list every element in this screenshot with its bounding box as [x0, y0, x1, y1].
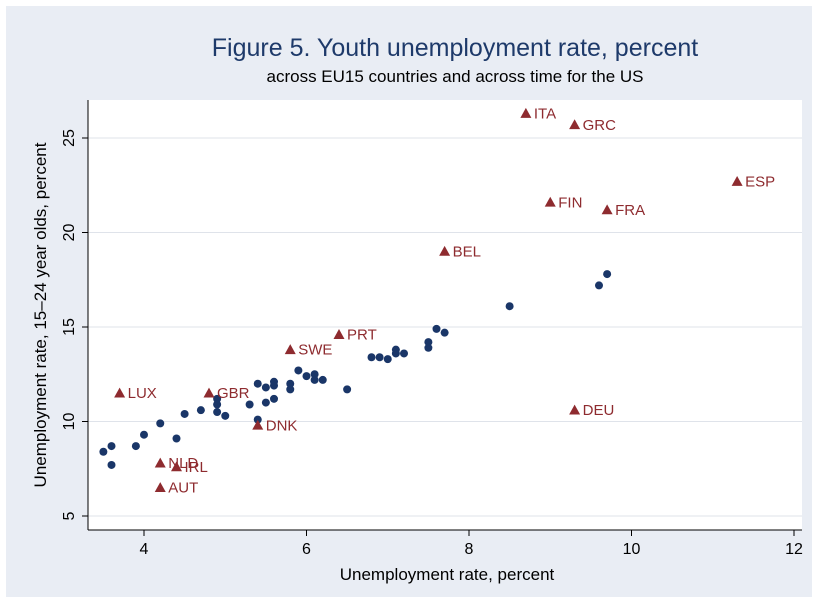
us-data-point: [180, 409, 189, 418]
country-label: GRC: [583, 117, 617, 134]
country-data-point: [439, 245, 451, 256]
country-data-point: [114, 387, 126, 398]
country-data-point: [284, 344, 296, 355]
country-data-point: [601, 204, 613, 215]
us-data-point: [213, 400, 222, 409]
us-data-point: [221, 411, 230, 420]
country-data-point: [252, 419, 264, 430]
us-data-point: [505, 302, 514, 311]
y-tick-label: 20: [61, 224, 78, 242]
country-label: IRL: [185, 459, 208, 476]
x-axis-label: Unemployment rate, percent: [340, 565, 555, 584]
us-data-point: [107, 460, 116, 469]
country-data-point: [520, 107, 532, 118]
us-data-point: [253, 379, 262, 388]
us-data-point: [196, 406, 205, 415]
y-tick-label: 5: [61, 511, 78, 520]
x-tick-label: 6: [302, 541, 311, 558]
country-label: GBR: [217, 385, 250, 402]
us-data-point: [261, 398, 270, 407]
us-data-point: [213, 408, 222, 417]
plot-area: [88, 100, 802, 530]
axes: 5 10 15 20 25 4 6 8 10 12: [61, 100, 803, 558]
us-data-point: [343, 385, 352, 394]
us-data-point: [294, 366, 303, 375]
country-data-point: [544, 196, 556, 207]
gridlines: [88, 137, 802, 517]
us-data-point: [400, 349, 408, 358]
us-data-point: [213, 394, 222, 403]
us-data-point: [270, 394, 278, 403]
y-tick-label: 25: [61, 129, 78, 147]
us-data-point: [286, 385, 295, 394]
chart-subtitle: across EU15 countries and across time fo…: [267, 67, 644, 86]
us-data-point: [270, 381, 278, 390]
country-label: SWE: [298, 342, 332, 359]
country-label: DEU: [583, 402, 615, 419]
us-data-point: [383, 355, 392, 364]
chart-title: Figure 5. Youth unemployment rate, perce…: [212, 34, 698, 62]
country-label: LUX: [128, 385, 157, 402]
x-tick-label: 4: [140, 541, 149, 558]
us-data-point: [302, 372, 311, 381]
us-data-point: [375, 353, 384, 362]
x-tick-label: 8: [465, 541, 474, 558]
us-data-point: [140, 430, 148, 439]
country-label: ESP: [745, 173, 775, 190]
data-points: [99, 107, 743, 493]
us-data-point: [99, 447, 108, 456]
us-data-point: [261, 383, 270, 392]
country-data-point: [569, 404, 581, 415]
point-labels: ITA GRC ESP FIN FRA BEL PRT SWE LUX GBR DEU DNK NLDI…: [128, 105, 776, 496]
us-data-point: [253, 415, 262, 424]
us-data-point: [318, 375, 327, 384]
y-tick-label: 15: [61, 318, 78, 336]
country-label: PRT: [347, 327, 377, 344]
country-data-point: [731, 175, 743, 186]
us-data-point: [286, 379, 295, 388]
country-label: FRA: [615, 202, 645, 219]
country-data-point: [203, 387, 215, 398]
country-label: BEL: [453, 243, 481, 260]
us-data-point: [172, 434, 181, 443]
us-data-point: [391, 349, 400, 358]
country-label: ITA: [534, 105, 556, 122]
us-data-point: [603, 270, 612, 279]
country-label: NLD: [168, 455, 198, 472]
us-data-point: [424, 338, 433, 347]
us-data-point: [367, 353, 376, 362]
us-data-point: [440, 328, 449, 337]
us-data-point: [432, 324, 441, 333]
country-data-point: [154, 457, 166, 468]
country-data-point: [171, 461, 182, 472]
country-data-point: [569, 119, 581, 130]
us-data-point: [310, 370, 319, 379]
country-data-point: [333, 329, 345, 339]
y-tick-label: 10: [61, 413, 78, 431]
us-data-point: [310, 375, 319, 384]
us-data-point: [424, 343, 433, 352]
y-axis-label: Unemployment rate, 15–24 year olds, perc…: [31, 142, 50, 487]
us-data-point: [156, 419, 165, 428]
country-label: FIN: [558, 194, 582, 211]
x-tick-label: 12: [785, 541, 803, 558]
country-label: AUT: [168, 480, 198, 497]
country-label: DNK: [266, 417, 298, 434]
us-data-point: [107, 442, 116, 451]
country-data-point: [154, 482, 166, 493]
us-data-point: [245, 400, 254, 409]
us-data-point: [131, 442, 140, 451]
us-data-point: [595, 281, 603, 290]
x-tick-label: 10: [623, 541, 641, 558]
